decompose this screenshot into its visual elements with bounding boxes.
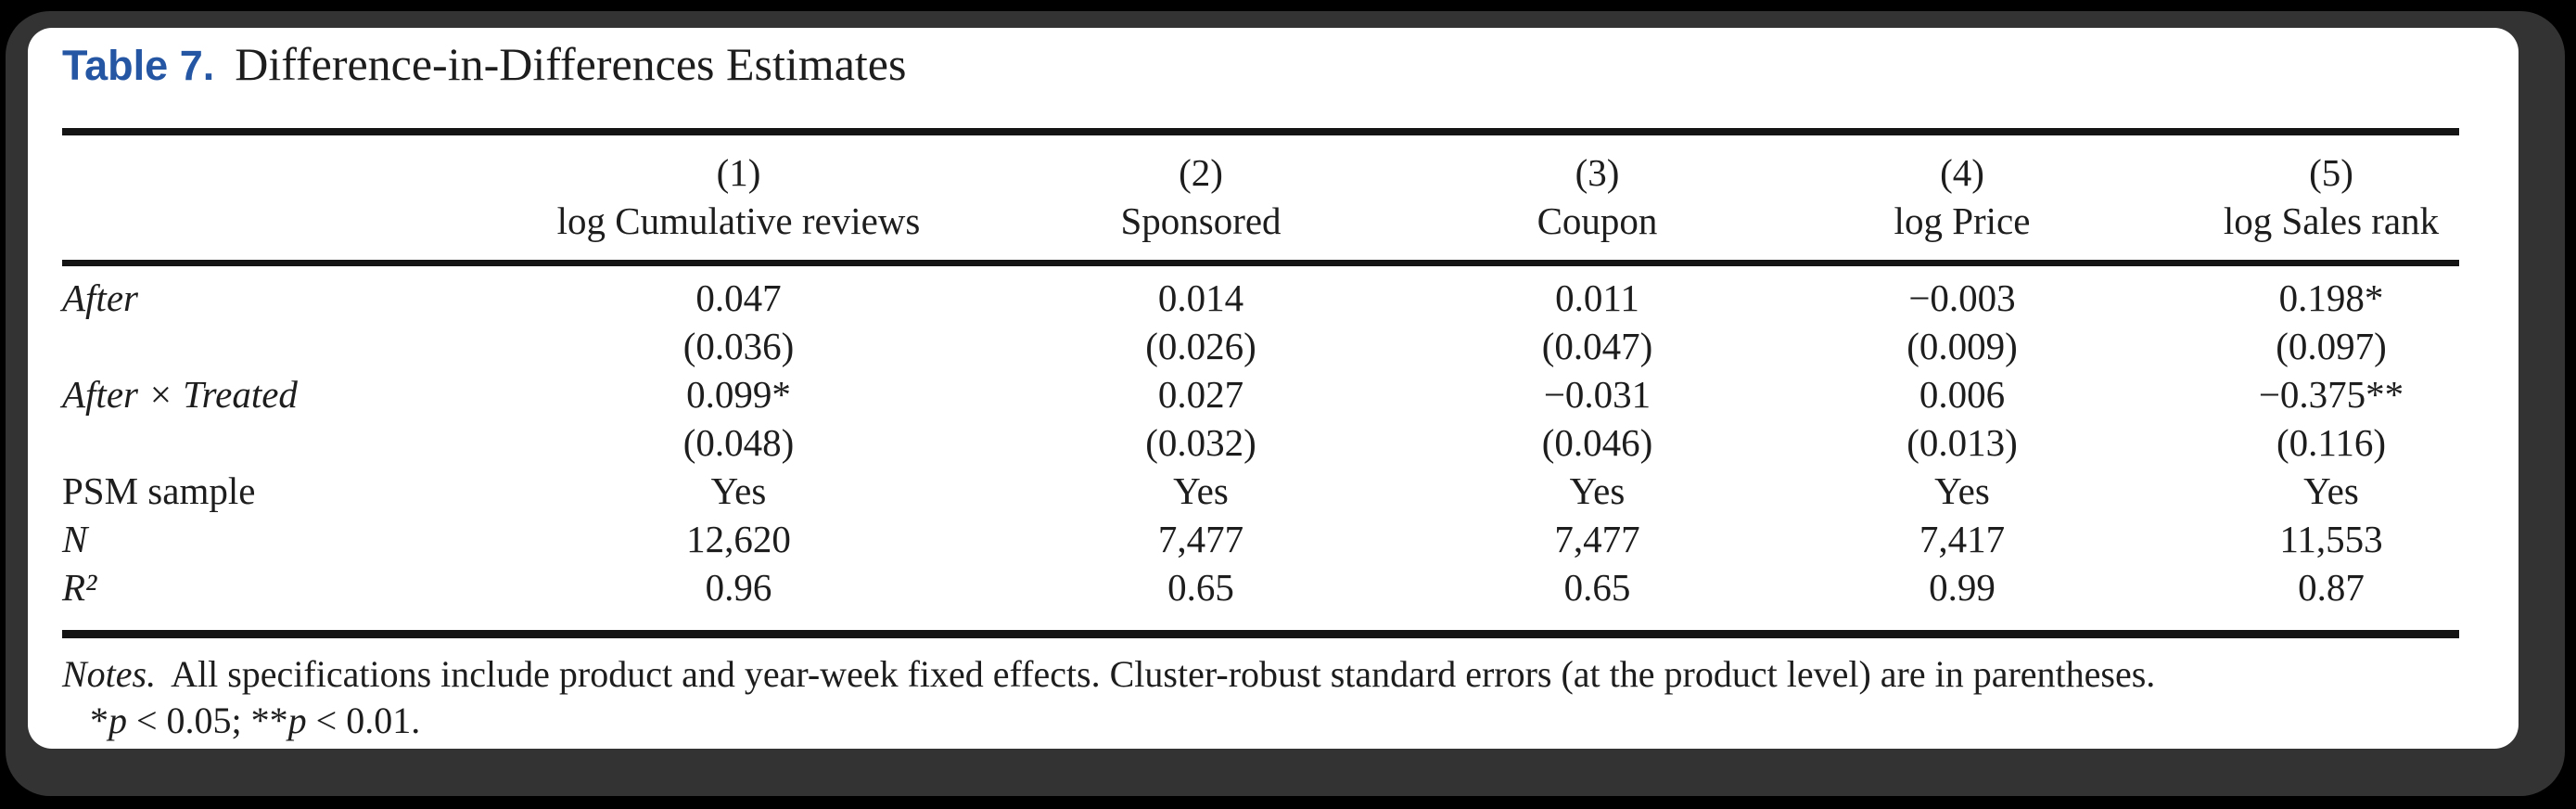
sig-p-2: p (287, 700, 307, 741)
table-row-after: After 0.047 0.014 0.011 −0.003 0.198* (62, 274, 2459, 322)
sig-star-2: ** (250, 700, 288, 741)
cell-value: (0.047) (1541, 325, 1653, 367)
column-number-5: (5) (2309, 151, 2353, 194)
row-label: After (62, 276, 138, 319)
cell-value: Yes (1934, 469, 1990, 512)
cell-value: 0.99 (1929, 566, 1996, 609)
header-spacer (62, 217, 491, 234)
table-number-label: Table 7. (62, 42, 215, 89)
row-label: PSM sample (62, 469, 256, 512)
sig-p-1: p (108, 700, 127, 741)
cell-value: Yes (1569, 469, 1626, 512)
table-row-after-treated: After × Treated 0.099* 0.027 −0.031 0.00… (62, 370, 2459, 418)
table-body: After 0.047 0.014 0.011 −0.003 0.198* (0… (62, 266, 2459, 630)
cell-value: 0.099* (686, 373, 791, 416)
table-title-text: Difference-in-Differences Estimates (235, 38, 907, 90)
sig-threshold-1: < 0.05; (127, 700, 251, 741)
table-notes: Notes. All specifications include product… (62, 651, 2510, 744)
table-content: Table 7. Difference-in-Differences Estima… (28, 28, 2519, 744)
cell-value: Yes (1173, 469, 1229, 512)
cell-value: 7,477 (1554, 518, 1640, 560)
column-number-4: (4) (1940, 151, 1984, 194)
significance-line: *p < 0.05; **p < 0.01. (62, 698, 2510, 744)
cell-value: (0.013) (1906, 421, 2018, 464)
cell-value: 0.014 (1157, 276, 1244, 319)
notes-line: Notes. All specifications include product… (62, 651, 2510, 698)
header-number-row: (1) (2) (3) (4) (5) (62, 135, 2459, 199)
cell-value: Yes (2303, 469, 2359, 512)
cell-value: 0.65 (1563, 566, 1631, 609)
cell-value: (0.032) (1145, 421, 1256, 464)
cell-value: (0.116) (2276, 421, 2387, 464)
cell-value: 11,553 (2279, 518, 2383, 560)
cell-value: −0.375** (2258, 373, 2404, 416)
cell-value: 0.65 (1167, 566, 1234, 609)
regression-table: (1) (2) (3) (4) (5) log Cumulative revie… (62, 128, 2459, 638)
column-number-2: (2) (1179, 151, 1223, 194)
table-row-after-treated-se: (0.048) (0.032) (0.046) (0.013) (0.116) (62, 418, 2459, 467)
column-number-1: (1) (716, 151, 761, 194)
table-row-after-se: (0.036) (0.026) (0.047) (0.009) (0.097) (62, 322, 2459, 370)
cell-value: 0.047 (695, 276, 782, 319)
cell-value: 0.006 (1919, 373, 2006, 416)
row-label: R² (62, 566, 97, 609)
cell-value: −0.003 (1908, 276, 2016, 319)
column-name-4: log Price (1894, 199, 2031, 242)
cell-value: 7,477 (1157, 518, 1244, 560)
cell-value: Yes (710, 469, 767, 512)
row-label: N (62, 518, 88, 560)
table-title: Table 7. Difference-in-Differences Estima… (62, 35, 2519, 105)
sig-threshold-2: < 0.01. (306, 700, 421, 741)
cell-value: (0.009) (1906, 325, 2018, 367)
cell-value: (0.048) (682, 421, 795, 464)
cell-value: (0.097) (2276, 325, 2387, 367)
column-number-3: (3) (1575, 151, 1620, 194)
table-rule-top (62, 128, 2459, 135)
content-panel: Table 7. Difference-in-Differences Estima… (28, 28, 2519, 749)
column-name-3: Coupon (1537, 199, 1658, 242)
cell-value: (0.046) (1541, 421, 1653, 464)
row-label: After × Treated (62, 373, 298, 416)
cell-value: 7,417 (1919, 518, 2006, 560)
table-row-n: N 12,620 7,477 7,477 7,417 11,553 (62, 515, 2459, 563)
table-rule-mid (62, 260, 2459, 266)
header-name-row: log Cumulative reviews Sponsored Coupon … (62, 199, 2459, 260)
column-name-2: Sponsored (1120, 199, 1282, 242)
cell-value: 0.87 (2298, 566, 2365, 609)
table-row-psm-sample: PSM sample Yes Yes Yes Yes Yes (62, 467, 2459, 515)
cell-value: (0.036) (682, 325, 795, 367)
notes-text: All specifications include product and y… (171, 653, 2156, 695)
notes-label: Notes. (62, 653, 157, 695)
cell-value: (0.026) (1145, 325, 1256, 367)
cell-value: 0.011 (1555, 276, 1639, 319)
sig-star-1: * (90, 700, 108, 741)
cell-value: −0.031 (1543, 373, 1651, 416)
column-name-5: log Sales rank (2223, 199, 2440, 242)
cell-value: 0.027 (1157, 373, 1244, 416)
cell-value: 12,620 (686, 518, 791, 560)
table-row-r-squared: R² 0.96 0.65 0.65 0.99 0.87 (62, 563, 2459, 611)
cell-value: 0.198* (2278, 276, 2384, 319)
column-name-1: log Cumulative reviews (556, 199, 921, 242)
cell-value: 0.96 (705, 566, 772, 609)
table-rule-bottom (62, 630, 2459, 638)
